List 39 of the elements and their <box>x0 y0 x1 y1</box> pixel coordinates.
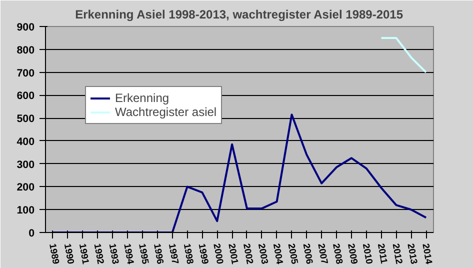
legend-label: Wachtregister asiel <box>115 105 217 119</box>
x-tick-label: 2014 <box>420 242 434 266</box>
legend-label: Erkenning <box>115 91 170 105</box>
y-tick-label: 800 <box>16 44 35 56</box>
x-tick-label: 2000 <box>212 242 226 265</box>
y-tick-label: 500 <box>16 113 35 126</box>
y-tick-label: 400 <box>16 136 35 148</box>
x-tick-label: 2004 <box>271 242 285 266</box>
x-tick-label: 1999 <box>196 242 210 265</box>
x-tick-label: 2005 <box>286 242 300 265</box>
y-tick-label: 600 <box>16 90 35 102</box>
y-tick-label: 100 <box>16 204 35 217</box>
x-tick-label: 2013 <box>406 242 420 265</box>
x-tick-label: 1993 <box>107 242 121 265</box>
x-tick-label: 1994 <box>122 242 136 266</box>
x-tick-label: 2001 <box>226 242 240 265</box>
x-tick-label: 1990 <box>62 242 76 265</box>
x-tick-label: 2011 <box>376 242 390 264</box>
x-tick-label: 2009 <box>346 242 360 265</box>
x-tick-label: 2012 <box>390 242 404 265</box>
x-tick-label: 1991 <box>77 242 91 265</box>
y-tick-label: 200 <box>16 182 35 194</box>
y-tick-label: 700 <box>16 67 35 80</box>
x-tick-label: 2006 <box>301 242 315 265</box>
x-tick-label: 1989 <box>48 242 61 265</box>
chart-title: Erkenning Asiel 1998-2013, wachtregister Asiel 1989-2015 <box>75 8 404 22</box>
x-tick-label: 2008 <box>331 242 345 265</box>
x-tick-label: 1996 <box>152 242 166 265</box>
y-tick-label: 900 <box>16 22 35 34</box>
x-tick-label: 2002 <box>242 242 255 265</box>
x-tick-label: 2007 <box>316 242 330 265</box>
x-tick-label: 2010 <box>360 242 374 265</box>
y-tick-label: 0 <box>28 228 35 240</box>
x-tick-label: 2003 <box>256 242 270 265</box>
y-tick-label: 300 <box>16 158 35 171</box>
x-tick-label: 1992 <box>92 242 106 265</box>
x-tick-label: 1998 <box>182 242 196 265</box>
x-tick-label: 1995 <box>137 242 151 265</box>
x-tick-label: 1997 <box>166 242 180 265</box>
